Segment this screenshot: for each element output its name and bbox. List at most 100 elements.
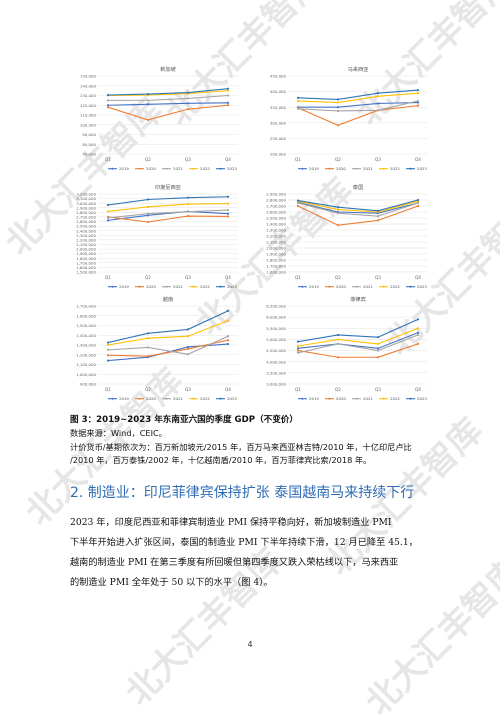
y-tick-label: 2,000,000 (76, 247, 96, 252)
data-point-2021 (376, 215, 380, 218)
data-point-2019 (226, 212, 230, 215)
data-point-2023 (146, 332, 150, 335)
data-point-2019 (106, 104, 110, 107)
y-tick-label: 90,000 (82, 132, 96, 137)
x-tick-label: Q1 (295, 157, 301, 162)
data-point-2023 (376, 92, 380, 95)
legend-label: 2019 (119, 396, 129, 401)
series-line-2021 (107, 335, 229, 355)
y-tick-label: 300,000 (270, 120, 287, 125)
x-tick-label: Q1 (295, 387, 301, 392)
y-tick-label: 2,300,000 (266, 228, 286, 233)
legend-label: 2019 (309, 166, 319, 171)
legend-marker-2023 (409, 285, 412, 288)
chart-malaysia-svg: 马来西亚 450,000 400,000 350,000 300,000 250,000 2… (270, 65, 428, 171)
legend-label: 2020 (336, 284, 346, 289)
y-tick-label: 150,000 (80, 74, 97, 79)
data-point-2021 (186, 210, 190, 213)
paragraph-line: 的制造业 PMI 全年处于 50 以下的水平（图 4）。 (70, 577, 273, 588)
x-tick-label: Q4 (415, 387, 421, 392)
legend-label: 2021 (363, 396, 373, 401)
y-tick-label: 1,500,000 (76, 323, 96, 328)
y-tick-label: 120,000 (80, 103, 97, 108)
data-point-2023 (226, 195, 230, 198)
x-tick-label: Q2 (335, 387, 341, 392)
figure-source: 数据来源：Wind，CEIC。 (70, 428, 167, 438)
series-line-2021 (297, 100, 419, 112)
x-tick-label: Q1 (295, 275, 301, 280)
series-line-2021 (107, 209, 229, 219)
chart-vietnam-svg: 越南 1,700,000 1,600,000 1,500,000 1,400,000 1,… (76, 295, 238, 401)
y-tick-label: 1,000,000 (76, 372, 96, 377)
y-tick-label: 3,200,000 (76, 192, 96, 197)
y-tick-label: 1,900,000 (266, 252, 286, 257)
data-point-2019 (106, 219, 110, 222)
series-line-2020 (107, 104, 229, 121)
data-point-2020 (336, 224, 340, 227)
x-tick-label: Q4 (415, 157, 421, 162)
legend-label: 2023 (227, 166, 237, 171)
y-tick-label: 2,700,000 (76, 215, 96, 220)
figure-note-line-2: /2010 年，百万泰铢/2002 年，十亿越南盾/2010 年，百万菲律宾比索… (70, 455, 372, 465)
data-point-2023 (296, 96, 300, 99)
x-tick-label: Q4 (225, 387, 231, 392)
legend-marker-2023 (409, 167, 412, 170)
series-line-2022 (107, 90, 229, 97)
y-tick-label: 3,000,000 (76, 201, 96, 206)
x-tick-label: Q2 (145, 157, 151, 162)
data-point-2023 (376, 336, 380, 339)
legend-marker-2023 (219, 285, 222, 288)
series-line-2019 (297, 201, 419, 214)
data-point-2020 (186, 108, 190, 111)
data-point-2020 (226, 215, 230, 218)
chart-thailand-svg: 泰国2,900,0002,800,0002,700,0002,600,0002,… (266, 183, 428, 289)
data-point-2021 (416, 333, 420, 337)
data-point-2021 (186, 353, 190, 356)
x-tick-label: Q3 (375, 387, 381, 392)
y-tick-label: 1,700,000 (76, 304, 96, 309)
data-point-2020 (336, 356, 340, 359)
data-point-2022 (296, 99, 300, 103)
legend-label: 2020 (146, 396, 156, 401)
legend-marker-2023 (409, 397, 412, 400)
data-point-2021 (146, 212, 150, 215)
data-point-2021 (146, 99, 150, 102)
x-tick-label: Q1 (105, 275, 111, 280)
series-line-2020 (107, 215, 229, 223)
data-point-2020 (376, 356, 380, 359)
y-tick-label: 1,500,000 (76, 270, 96, 275)
y-tick-label: 450,000 (270, 74, 287, 79)
data-point-2019 (106, 359, 110, 362)
legend-label: 2023 (417, 396, 427, 401)
data-point-2020 (296, 204, 300, 208)
data-point-2023 (106, 203, 110, 207)
y-tick-label: 1,800,000 (266, 258, 286, 263)
data-point-2023 (106, 341, 110, 344)
y-tick-label: 2,500,000 (266, 216, 286, 221)
chart-singapore: 新加坡 150,000 140,000 130,000 120,000 110,000 10… (60, 62, 245, 177)
x-tick-label: Q3 (185, 275, 191, 280)
series-line-2022 (297, 200, 419, 213)
data-point-2022 (146, 337, 150, 340)
y-tick-label: 900,000 (80, 382, 97, 387)
series-line-2021 (297, 334, 419, 354)
legend-label: 2019 (119, 166, 129, 171)
chart-title: 马来西亚 (348, 65, 369, 73)
data-point-2020 (376, 219, 380, 222)
legend-label: 2021 (363, 166, 373, 171)
legend-marker-2023 (219, 167, 222, 170)
y-tick-label: 6,000,000 (266, 315, 286, 320)
data-point-2021 (336, 212, 340, 215)
data-point-2022 (376, 342, 380, 345)
y-tick-label: 2,200,000 (76, 237, 96, 242)
x-tick-label: Q2 (145, 275, 151, 280)
legend-marker-2022 (192, 285, 195, 288)
data-point-2022 (106, 210, 110, 213)
data-point-2023 (106, 93, 110, 97)
chart-singapore-svg: 新加坡 150,000 140,000 130,000 120,000 110,000 10… (80, 65, 238, 171)
data-point-2022 (296, 345, 300, 348)
y-tick-label: 2,200,000 (266, 234, 286, 239)
data-point-2022 (336, 338, 340, 341)
y-tick-label: 100,000 (80, 122, 97, 127)
